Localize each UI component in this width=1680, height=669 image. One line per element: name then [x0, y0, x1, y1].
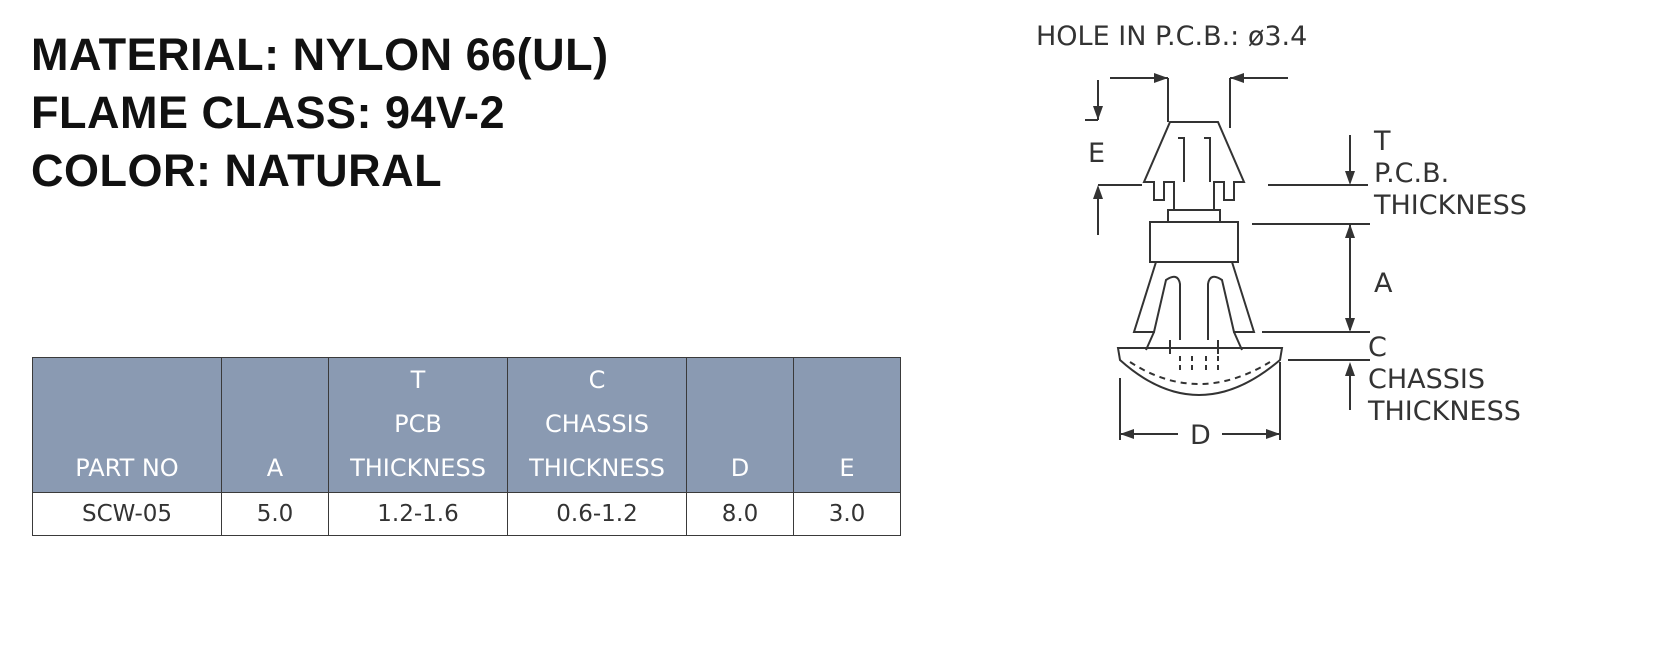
cell-d: 8.0 — [686, 492, 794, 536]
a-arrow-top — [1345, 224, 1355, 238]
clip-legs-lower — [1145, 331, 1243, 354]
chassis-thickness-label: THICKNESS — [1367, 396, 1521, 427]
cell-part-no: SCW-05 — [32, 492, 222, 536]
table-row: SCW-05 5.0 1.2-1.6 0.6-1.2 8.0 3.0 — [32, 492, 901, 536]
chassis-label: CHASSIS — [1368, 364, 1485, 395]
hole-arrow-right — [1230, 73, 1244, 83]
cell-e: 3.0 — [793, 492, 901, 536]
hole-label: HOLE IN P.C.B.: ø3.4 — [1036, 21, 1307, 52]
header-e: E — [793, 357, 901, 493]
clip-collar — [1167, 209, 1221, 223]
part-drawing: HOLE IN P.C.B.: ø3.4 E T P.C.B. THICKNES… — [1036, 21, 1527, 451]
c-label: C — [1368, 332, 1387, 363]
cell-c: 0.6-1.2 — [507, 492, 687, 536]
d-arrow-right — [1266, 429, 1280, 439]
e-label: E — [1088, 138, 1105, 169]
c-arrow — [1345, 362, 1355, 376]
cell-t: 1.2-1.6 — [328, 492, 508, 536]
clip-body — [1149, 221, 1239, 263]
cell-a: 5.0 — [221, 492, 329, 536]
e-arrow-bottom — [1093, 185, 1103, 199]
pcb-thickness-label: THICKNESS — [1373, 190, 1527, 221]
a-label: A — [1374, 268, 1393, 299]
clip-head — [1142, 121, 1246, 211]
clip-head-slot — [1178, 137, 1211, 182]
t-label: T — [1373, 126, 1391, 157]
d-label: D — [1190, 420, 1211, 451]
clip-legs — [1132, 261, 1256, 340]
a-arrow-bottom — [1345, 318, 1355, 332]
header-d: D — [686, 357, 794, 493]
e-arrow-top — [1093, 106, 1103, 120]
d-arrow-left — [1120, 429, 1134, 439]
header-c-chassis-thickness: C CHASSIS THICKNESS — [507, 357, 687, 493]
header-part-no: PART NO — [32, 357, 222, 493]
material-specs: MATERIAL: NYLON 66(UL) FLAME CLASS: 94V-… — [31, 26, 609, 200]
header-t-pcb-thickness: T PCB THICKNESS — [328, 357, 508, 493]
clip-base-hidden-legs — [1179, 356, 1219, 374]
material-line: MATERIAL: NYLON 66(UL) — [31, 29, 609, 80]
hole-arrow-left — [1154, 73, 1168, 83]
dimension-table: PART NO A T PCB THICKNESS C CHASSIS THIC… — [32, 357, 901, 536]
t-arrow — [1345, 171, 1355, 185]
clip-base — [1116, 347, 1284, 396]
header-a: A — [221, 357, 329, 493]
color-line: COLOR: NATURAL — [31, 145, 443, 196]
flame-class-line: FLAME CLASS: 94V-2 — [31, 87, 506, 138]
table-header-row: PART NO A T PCB THICKNESS C CHASSIS THIC… — [32, 357, 901, 493]
pcb-label: P.C.B. — [1374, 158, 1449, 189]
